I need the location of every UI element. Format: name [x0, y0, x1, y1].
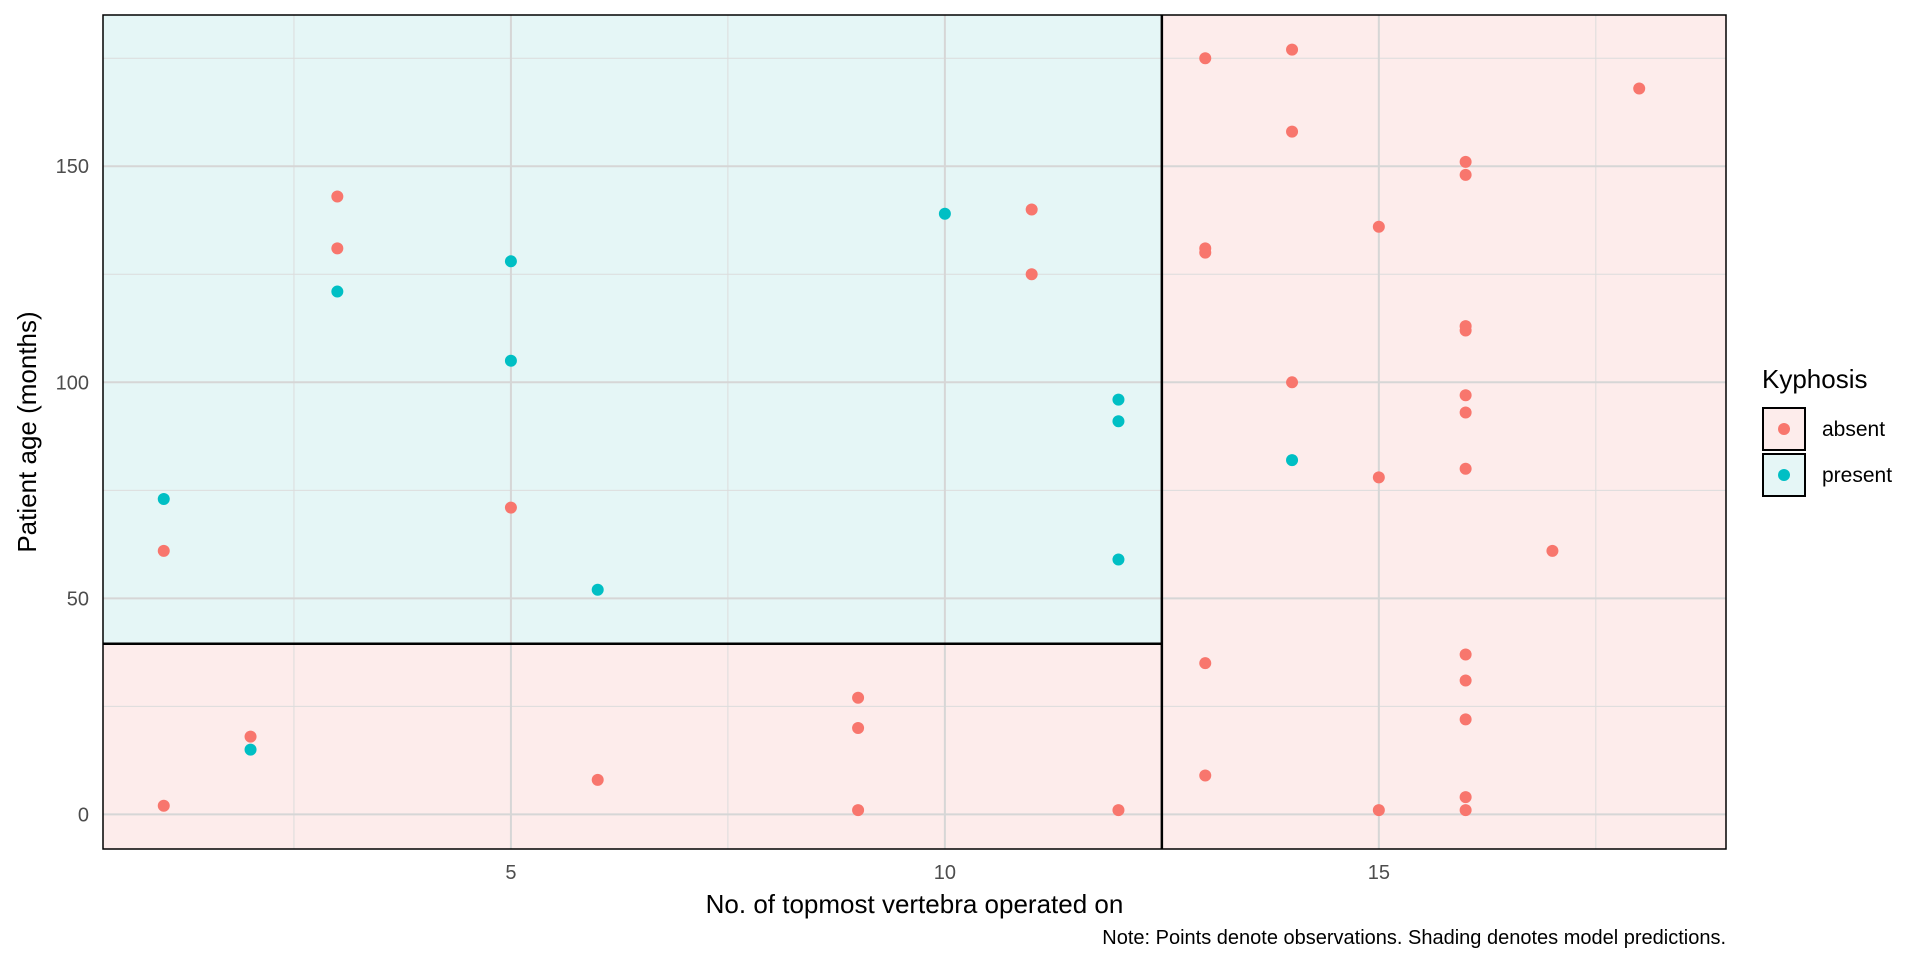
point-absent — [331, 190, 344, 203]
y-axis-ticks: 0 50 100 150 — [56, 156, 89, 826]
point-absent — [1199, 769, 1212, 782]
point-absent — [1459, 389, 1472, 402]
point-absent — [1025, 203, 1038, 216]
legend-label-present: present — [1822, 464, 1892, 487]
point-present — [504, 354, 517, 367]
point-absent — [1372, 804, 1385, 817]
y-tick-label: 150 — [56, 156, 89, 178]
point-absent — [1459, 804, 1472, 817]
point-absent — [157, 799, 170, 812]
point-absent — [1286, 125, 1299, 138]
point-absent — [852, 804, 865, 817]
point-present — [331, 285, 344, 298]
point-absent — [331, 242, 344, 255]
point-absent — [244, 730, 257, 743]
y-axis-title: Patient age (months) — [12, 311, 42, 552]
legend: Kyphosis absent present — [1762, 364, 1892, 497]
region-absent — [1161, 15, 1726, 849]
y-tick-label: 50 — [67, 588, 89, 610]
point-absent — [591, 773, 604, 786]
point-present — [1286, 454, 1299, 467]
x-tick-label: 5 — [505, 862, 516, 884]
point-absent — [157, 544, 170, 557]
point-absent — [1199, 657, 1212, 670]
legend-title: Kyphosis — [1762, 364, 1868, 394]
point-absent — [1459, 648, 1472, 661]
region-present — [103, 15, 1162, 644]
gridlines — [103, 15, 1726, 849]
legend-point-present — [1778, 469, 1790, 481]
point-present — [938, 207, 951, 220]
region-absent — [103, 643, 1162, 849]
y-tick-label: 100 — [56, 372, 89, 394]
legend-point-absent — [1778, 423, 1790, 435]
prediction-regions — [103, 15, 1726, 849]
point-present — [591, 583, 604, 596]
point-absent — [852, 722, 865, 735]
point-present — [1112, 553, 1125, 566]
point-present — [504, 255, 517, 268]
point-absent — [1286, 376, 1299, 389]
legend-items: absent present — [1762, 407, 1892, 497]
point-absent — [1459, 674, 1472, 687]
point-absent — [1459, 155, 1472, 168]
point-absent — [1459, 462, 1472, 475]
point-absent — [1112, 804, 1125, 817]
legend-label-absent: absent — [1822, 418, 1885, 441]
point-present — [1112, 415, 1125, 428]
y-tick-label: 0 — [78, 804, 89, 826]
point-present — [1112, 393, 1125, 406]
point-absent — [1199, 246, 1212, 259]
point-absent — [1459, 324, 1472, 337]
point-absent — [1286, 43, 1299, 56]
point-absent — [1372, 471, 1385, 484]
point-absent — [1459, 713, 1472, 726]
x-tick-label: 10 — [934, 862, 956, 884]
data-points — [157, 43, 1646, 817]
point-absent — [1025, 268, 1038, 281]
point-absent — [1459, 406, 1472, 419]
point-absent — [504, 501, 517, 514]
point-absent — [1546, 544, 1559, 557]
point-present — [157, 492, 170, 505]
chart-caption: Note: Points denote observations. Shadin… — [1102, 927, 1726, 949]
point-absent — [1372, 220, 1385, 233]
point-absent — [1199, 52, 1212, 65]
point-absent — [1459, 168, 1472, 181]
x-axis-ticks: 5 10 15 — [505, 862, 1390, 884]
point-absent — [852, 691, 865, 704]
point-present — [244, 743, 257, 756]
point-absent — [1459, 791, 1472, 804]
decision-boundaries — [103, 15, 1164, 849]
panel-border — [102, 14, 1727, 850]
x-axis-title: No. of topmost vertebra operated on — [706, 889, 1124, 919]
x-tick-label: 15 — [1368, 862, 1390, 884]
point-absent — [1633, 82, 1646, 95]
